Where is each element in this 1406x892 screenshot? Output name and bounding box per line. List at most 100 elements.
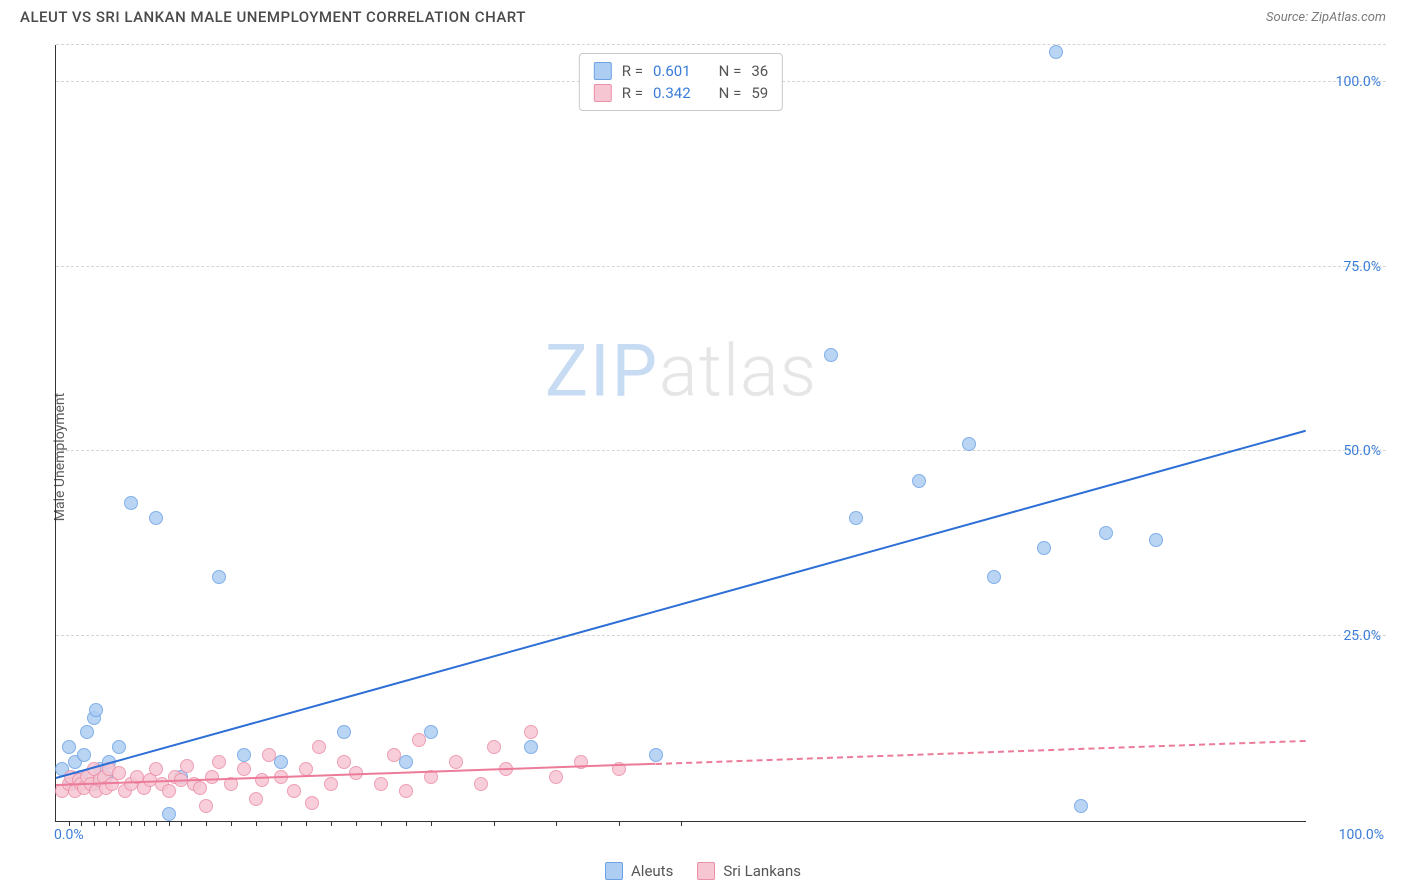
scatter-point — [1074, 799, 1088, 813]
n-value-srilankans: 59 — [751, 84, 768, 102]
scatter-point — [89, 703, 103, 717]
scatter-point — [312, 740, 326, 754]
trend-line — [56, 429, 1307, 778]
x-tick-mark — [131, 821, 132, 826]
scatter-point — [205, 770, 219, 784]
scatter-point — [77, 748, 91, 762]
n-label: N = — [719, 62, 742, 80]
x-tick-0: 0.0% — [54, 827, 84, 843]
legend-swatch-srilankans — [594, 84, 612, 102]
scatter-point — [387, 748, 401, 762]
x-tick-mark — [206, 821, 207, 826]
chart-container: Male Unemployment ZIPatlas R = 0.601 N =… — [50, 45, 1386, 852]
scatter-point — [474, 777, 488, 791]
legend-label-srilankans: Sri Lankans — [723, 862, 801, 880]
scatter-point — [274, 755, 288, 769]
scatter-point — [305, 796, 319, 810]
x-tick-mark — [494, 821, 495, 826]
y-tick-label: 100.0% — [1336, 74, 1381, 90]
x-tick-mark — [231, 821, 232, 826]
x-tick-mark — [331, 821, 332, 826]
grid-line — [56, 450, 1386, 451]
scatter-point — [549, 770, 563, 784]
scatter-point — [399, 755, 413, 769]
scatter-point — [424, 725, 438, 739]
x-tick-mark — [281, 821, 282, 826]
grid-line — [56, 266, 1386, 267]
scatter-point — [255, 773, 269, 787]
y-tick-label: 75.0% — [1343, 259, 1381, 275]
x-tick-100: 100.0% — [1339, 827, 1384, 843]
y-tick-label: 50.0% — [1343, 443, 1381, 459]
x-tick-mark — [556, 821, 557, 826]
scatter-point — [824, 348, 838, 362]
scatter-point — [649, 748, 663, 762]
x-tick-mark — [119, 821, 120, 826]
scatter-point — [149, 511, 163, 525]
scatter-point — [399, 784, 413, 798]
x-tick-mark — [169, 821, 170, 826]
x-tick-mark — [681, 821, 682, 826]
scatter-point — [124, 496, 138, 510]
legend-swatch-aleuts — [594, 62, 612, 80]
legend-swatch-srilankans-bottom — [697, 862, 715, 880]
scatter-point — [180, 759, 194, 773]
scatter-point — [1149, 533, 1163, 547]
chart-source: Source: ZipAtlas.com — [1266, 10, 1386, 25]
scatter-point — [62, 740, 76, 754]
scatter-point — [337, 725, 351, 739]
scatter-point — [162, 784, 176, 798]
scatter-point — [237, 762, 251, 776]
scatter-point — [524, 740, 538, 754]
legend-item-srilankans: Sri Lankans — [697, 862, 801, 880]
watermark-atlas: atlas — [659, 328, 817, 413]
grid-line — [56, 635, 1386, 636]
scatter-point — [912, 474, 926, 488]
x-tick-mark — [181, 821, 182, 826]
scatter-point — [524, 725, 538, 739]
scatter-point — [412, 733, 426, 747]
x-tick-mark — [256, 821, 257, 826]
x-tick-mark — [356, 821, 357, 826]
scatter-point — [249, 792, 263, 806]
watermark-zip: ZIP — [545, 328, 659, 413]
chart-title: ALEUT VS SRI LANKAN MALE UNEMPLOYMENT CO… — [20, 8, 526, 26]
scatter-point — [487, 740, 501, 754]
x-tick-mark — [144, 821, 145, 826]
scatter-point — [849, 511, 863, 525]
scatter-point — [1049, 45, 1063, 59]
legend-stats-box: R = 0.601 N = 36 R = 0.342 N = 59 — [579, 53, 783, 111]
scatter-point — [262, 748, 276, 762]
x-tick-mark — [106, 821, 107, 826]
x-tick-mark — [156, 821, 157, 826]
scatter-point — [212, 755, 226, 769]
legend-label-aleuts: Aleuts — [631, 862, 673, 880]
grid-line — [56, 44, 1386, 45]
scatter-point — [193, 781, 207, 795]
r-label: R = — [622, 84, 643, 102]
legend-stats-row-srilankans: R = 0.342 N = 59 — [594, 82, 768, 104]
x-tick-mark — [431, 821, 432, 826]
scatter-point — [149, 762, 163, 776]
scatter-point — [987, 570, 1001, 584]
scatter-point — [449, 755, 463, 769]
scatter-point — [1037, 541, 1051, 555]
legend-item-aleuts: Aleuts — [605, 862, 673, 880]
scatter-point — [1099, 526, 1113, 540]
legend-stats-row-aleuts: R = 0.601 N = 36 — [594, 60, 768, 82]
scatter-point — [80, 725, 94, 739]
n-label: N = — [719, 84, 742, 102]
scatter-point — [337, 755, 351, 769]
r-value-aleuts: 0.601 — [653, 62, 691, 80]
x-tick-mark — [381, 821, 382, 826]
scatter-point — [962, 437, 976, 451]
r-label: R = — [622, 62, 643, 80]
scatter-point — [324, 777, 338, 791]
scatter-point — [162, 807, 176, 821]
scatter-point — [237, 748, 251, 762]
scatter-point — [287, 784, 301, 798]
scatter-point — [374, 777, 388, 791]
watermark: ZIPatlas — [545, 328, 817, 413]
legend-swatch-aleuts-bottom — [605, 862, 623, 880]
y-tick-label: 25.0% — [1343, 628, 1381, 644]
